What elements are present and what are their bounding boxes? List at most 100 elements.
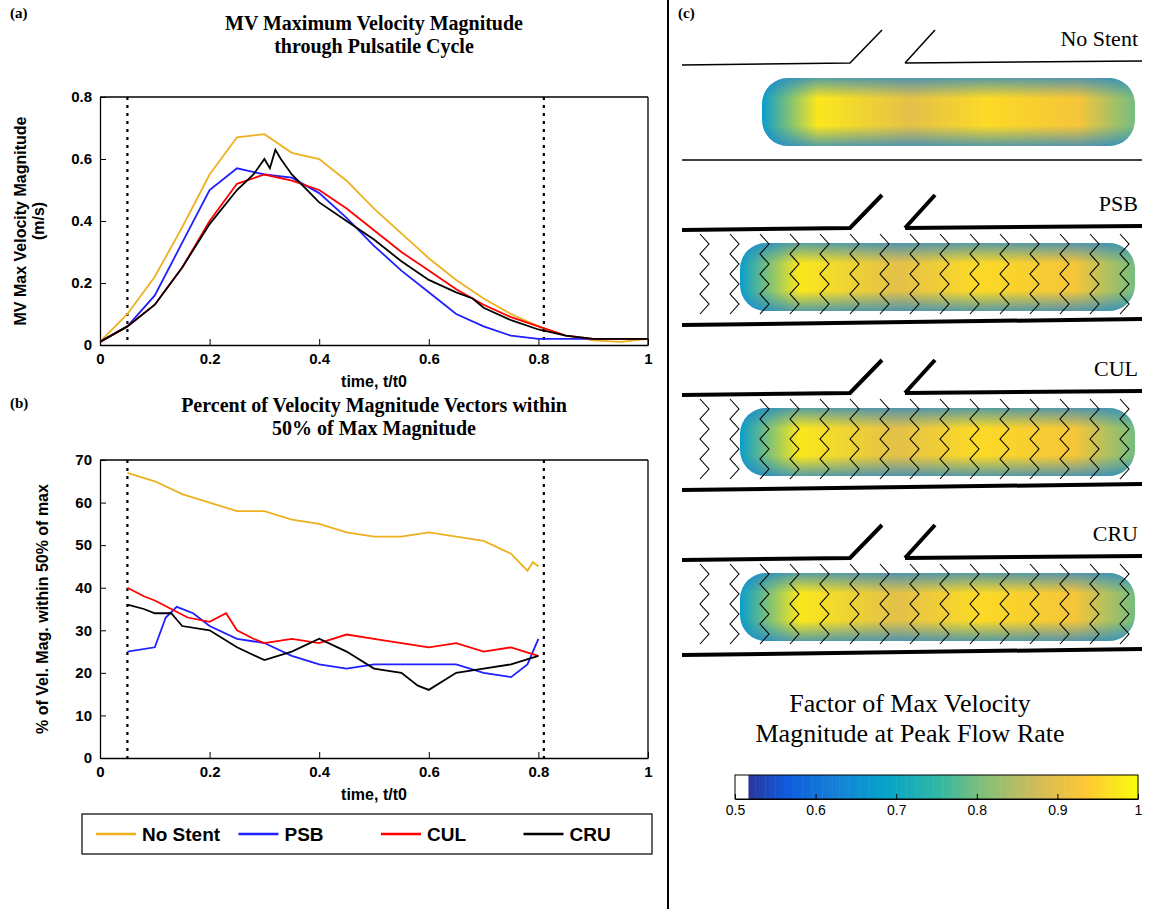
velocity-field (740, 573, 1135, 641)
tick-label: 0.2 (200, 350, 221, 367)
colorbar-cell (782, 775, 786, 799)
colorbar-title: Factor of Max VelocityMagnitude at Peak … (755, 689, 1064, 748)
colorbar-cell (1121, 775, 1125, 799)
axis-line (100, 461, 101, 759)
colorbar-cell (859, 775, 863, 799)
colorbar-cell (883, 775, 887, 799)
text-line: Factor of Max Velocity (789, 689, 1030, 718)
tick: 0.6 (419, 339, 440, 367)
series-line (127, 605, 538, 690)
colorbar-cell (1104, 775, 1108, 799)
colorbar-cell (745, 775, 749, 799)
colorbar-cell (795, 775, 799, 799)
label-patch (1091, 355, 1141, 382)
series-line (127, 473, 538, 571)
tick-mark (100, 503, 106, 504)
colorbar-cell (1084, 775, 1088, 799)
field-label: CRU (1093, 521, 1138, 546)
field-label: PSB (1099, 191, 1138, 216)
colorbar-cell (910, 775, 914, 799)
colorbar-cell (819, 775, 823, 799)
reference-line (126, 97, 128, 345)
tick-label: 30 (75, 622, 92, 639)
plot-frame (647, 460, 648, 758)
text-line: MV Max Velocity Magnitude (12, 116, 29, 325)
velocity-field-edge (740, 243, 1135, 311)
colorbar-axis: 0.50.60.70.80.91 (726, 794, 1143, 818)
legend-swatch (96, 833, 136, 836)
colorbar-cell (1088, 775, 1092, 799)
tick-mark (538, 752, 539, 758)
colorbar-cell (1017, 775, 1021, 799)
colorbar-cell (876, 775, 880, 799)
tick: 40 (75, 579, 106, 596)
colorbar-cell (1067, 775, 1071, 799)
colorbar-cell (1054, 775, 1058, 799)
colorbar-cell (950, 775, 954, 799)
tick-label: 0.8 (528, 763, 549, 780)
panel-label: (c) (678, 5, 695, 22)
colorbar-cell (742, 775, 746, 799)
vessel-wall (682, 195, 1142, 230)
text-line: (m/s) (30, 202, 47, 240)
tick-label: 0.8 (968, 802, 988, 818)
tick: 0.2 (200, 339, 221, 367)
tick-mark (100, 283, 106, 284)
x-axis: 00.20.40.60.81 (96, 752, 652, 780)
plot-frame (100, 96, 648, 97)
tick: 50 (75, 536, 106, 553)
tick-mark (429, 752, 430, 758)
tick-label: 0.5 (726, 802, 746, 818)
colorbar-cell (853, 775, 857, 799)
colorbar-cell (1064, 775, 1068, 799)
colorbar-cell (873, 775, 877, 799)
colorbar-cell (923, 775, 927, 799)
colorbar-cell (1044, 775, 1048, 799)
tick: 0.6 (71, 150, 106, 167)
colorbar-cell (1118, 775, 1122, 799)
tick-label: 0.6 (419, 350, 440, 367)
colorbar-cell (1111, 775, 1115, 799)
colorbar-cell (826, 775, 830, 799)
field-row: CUL (682, 355, 1142, 490)
colorbar-cell (1007, 775, 1011, 799)
velocity-field (740, 408, 1135, 476)
y-axis-title: % of Vel. Mag. within 50% of max (34, 484, 51, 734)
text-line: Percent of Velocity Magnitude Vectors wi… (181, 394, 567, 417)
colorbar-cell (775, 775, 779, 799)
tick-label: 1 (644, 763, 652, 780)
tick-label: 70 (75, 451, 92, 468)
colorbar-cell (1020, 775, 1024, 799)
tick-mark (1057, 794, 1058, 799)
velocity-field (762, 78, 1135, 146)
legend: No StentPSBCULCRU (82, 814, 652, 854)
colorbar-cell (806, 775, 810, 799)
colorbar-cell (990, 775, 994, 799)
colorbar-frame (735, 775, 1138, 799)
colorbar-cell (849, 775, 853, 799)
panel-label: (b) (10, 395, 28, 412)
y-axis: 010203040506070 (75, 451, 106, 766)
vessel-wall (682, 319, 1142, 325)
vessel-wall (682, 360, 1142, 395)
colorbar-cell (869, 775, 873, 799)
field-label: CUL (1094, 356, 1138, 381)
tick-mark (100, 588, 106, 589)
tick-label: 0 (96, 350, 104, 367)
colorbar-cell (953, 775, 957, 799)
tick-mark (100, 545, 106, 546)
colorbar-cell (1094, 775, 1098, 799)
legend-label: CRU (570, 824, 611, 845)
stent-struts (700, 564, 1129, 644)
text-line: % of Vel. Mag. within 50% of max (34, 484, 51, 734)
colorbar-cell (792, 775, 796, 799)
tick-mark (319, 339, 320, 345)
tick: 30 (75, 622, 106, 639)
tick: 0.2 (200, 752, 221, 780)
colorbar-cell (816, 775, 820, 799)
colorbar-cell (987, 775, 991, 799)
colorbar-cell (1091, 775, 1095, 799)
colorbar-cell (836, 775, 840, 799)
tick-label: 40 (75, 579, 92, 596)
tick-mark (100, 758, 106, 759)
